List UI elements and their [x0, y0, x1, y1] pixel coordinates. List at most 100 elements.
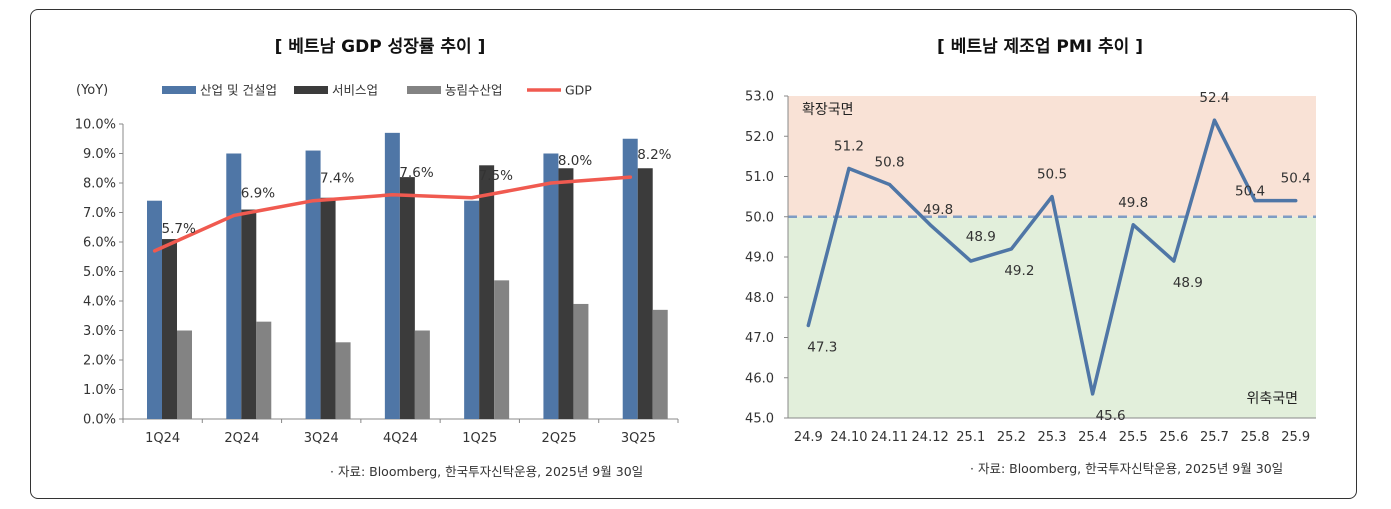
pmi-x-tick-label: 25.6 — [1159, 430, 1188, 445]
gdp-data-label: 7.5% — [479, 168, 513, 184]
pmi-line-point — [847, 166, 851, 170]
gdp-line-point — [232, 213, 236, 217]
pmi-x-tick-label: 25.3 — [1038, 430, 1067, 445]
gdp-bar-2 — [256, 321, 272, 419]
gdp-bar-2 — [494, 280, 510, 419]
gdp-legend-swatch — [162, 86, 196, 94]
gdp-legend-label: 농림수산업 — [445, 83, 503, 98]
pmi-line-point — [969, 259, 973, 263]
gdp-y-tick-label: 0.0% — [83, 413, 116, 428]
gdp-source-note: · 자료: Bloomberg, 한국투자신탁운용, 2025년 9월 30일 — [330, 464, 644, 479]
pmi-x-tick-label: 24.11 — [871, 430, 908, 445]
gdp-y-tick-label: 7.0% — [83, 206, 116, 221]
gdp-data-label: 7.4% — [320, 171, 354, 187]
pmi-x-tick-label: 24.9 — [794, 430, 823, 445]
pmi-line-point — [1091, 392, 1095, 396]
gdp-bar-0 — [543, 153, 559, 419]
gdp-y-tick-label: 10.0% — [75, 118, 116, 133]
pmi-line-point — [1050, 195, 1054, 199]
gdp-legend-swatch — [294, 86, 328, 94]
gdp-growth-chart: 0.0% 1.0% 2.0% 3.0% 4.0% 5.0% 6.0% 7.0% 8.0% 9.0%… — [75, 83, 679, 446]
pmi-data-label: 50.4 — [1235, 184, 1265, 200]
pmi-y-tick-label: 53.0 — [745, 90, 774, 105]
pmi-line-point — [1253, 199, 1257, 203]
chart-panel-frame — [30, 9, 1357, 499]
pmi-data-label: 50.5 — [1037, 167, 1067, 183]
pmi-contraction-zone-label: 위축국면 — [1246, 391, 1298, 407]
pmi-data-label: 52.4 — [1199, 90, 1229, 106]
gdp-chart-title: [ 베트남 GDP 성장률 추이 ] — [274, 37, 486, 57]
pmi-data-label: 48.9 — [966, 229, 996, 245]
gdp-bar-1 — [637, 168, 653, 419]
gdp-legend-label: 서비스업 — [332, 83, 378, 98]
gdp-bar-2 — [177, 330, 192, 419]
gdp-x-tick-label: 2Q25 — [542, 431, 577, 446]
pmi-y-tick-label: 50.0 — [745, 210, 774, 225]
gdp-legend-label: 산업 및 건설업 — [200, 83, 277, 98]
gdp-x-tick-label: 3Q25 — [621, 431, 656, 446]
gdp-bar-0 — [464, 200, 480, 419]
pmi-x-tick-label: 25.7 — [1200, 430, 1229, 445]
gdp-bar-1 — [558, 168, 574, 419]
gdp-line-point — [628, 175, 632, 179]
pmi-x-tick-label: 24.10 — [830, 430, 867, 445]
pmi-data-label: 49.8 — [1118, 195, 1148, 211]
pmi-data-label: 51.2 — [834, 138, 864, 154]
pmi-x-tick-label: 25.5 — [1119, 430, 1148, 445]
pmi-line-point — [806, 323, 810, 327]
gdp-x-tick-label: 1Q25 — [462, 431, 497, 446]
gdp-data-label: 6.9% — [241, 185, 275, 201]
pmi-x-tick-label: 24.12 — [912, 430, 949, 445]
pmi-line-point — [1294, 199, 1298, 203]
gdp-bar-2 — [335, 342, 351, 419]
pmi-contraction-zone — [788, 216, 1316, 418]
pmi-y-tick-label: 46.0 — [745, 371, 774, 386]
gdp-x-tick-label: 3Q24 — [304, 431, 339, 446]
pmi-x-tick-label: 25.8 — [1241, 430, 1270, 445]
pmi-line-point — [1212, 118, 1216, 122]
gdp-bar-0 — [384, 132, 400, 419]
pmi-y-tick-label: 51.0 — [745, 170, 774, 185]
pmi-y-tick-label: 52.0 — [745, 130, 774, 145]
pmi-data-label: 49.8 — [923, 202, 953, 218]
pmi-x-tick-label: 25.4 — [1078, 430, 1107, 445]
pmi-line-point — [1172, 259, 1176, 263]
gdp-y-tick-label: 8.0% — [83, 177, 116, 192]
gdp-line-point — [549, 181, 553, 185]
gdp-bar-0 — [226, 153, 242, 419]
gdp-bar-0 — [147, 200, 162, 419]
gdp-x-tick-label: 4Q24 — [383, 431, 418, 446]
pmi-x-tick-label: 25.2 — [997, 430, 1026, 445]
gdp-bar-1 — [162, 239, 177, 419]
pmi-expansion-zone-label: 확장국면 — [802, 102, 854, 118]
gdp-y-tick-label: 9.0% — [83, 147, 116, 162]
gdp-bar-1 — [241, 209, 257, 419]
gdp-bar-2 — [573, 303, 589, 419]
gdp-line-point — [311, 199, 315, 203]
pmi-y-tick-label: 47.0 — [745, 331, 774, 346]
gdp-legend-label: GDP — [565, 83, 592, 98]
gdp-y-tick-label: 6.0% — [83, 236, 116, 251]
gdp-bar-0 — [622, 138, 638, 419]
pmi-line-point — [888, 183, 892, 187]
pmi-data-label: 50.4 — [1281, 171, 1311, 187]
gdp-y-unit-label: (YoY) — [76, 83, 108, 98]
gdp-y-tick-label: 5.0% — [83, 265, 116, 280]
gdp-data-label: 8.0% — [558, 153, 592, 169]
gdp-bar-2 — [652, 309, 668, 419]
gdp-bar-1 — [479, 165, 495, 419]
gdp-line-point — [153, 249, 157, 253]
gdp-y-tick-label: 4.0% — [83, 295, 116, 310]
pmi-y-tick-label: 49.0 — [745, 251, 774, 266]
pmi-data-label: 45.6 — [1096, 408, 1126, 424]
gdp-x-tick-label: 2Q24 — [224, 431, 259, 446]
pmi-source-note: · 자료: Bloomberg, 한국투자신탁운용, 2025년 9월 30일 — [970, 461, 1284, 476]
gdp-line-point — [470, 196, 474, 200]
pmi-chart-title: [ 베트남 제조업 PMI 추이 ] — [937, 37, 1143, 57]
pmi-y-tick-label: 48.0 — [745, 291, 774, 306]
gdp-bar-1 — [399, 177, 415, 419]
pmi-data-label: 48.9 — [1173, 275, 1203, 291]
pmi-line-point — [1131, 223, 1135, 227]
gdp-y-tick-label: 3.0% — [83, 324, 116, 339]
